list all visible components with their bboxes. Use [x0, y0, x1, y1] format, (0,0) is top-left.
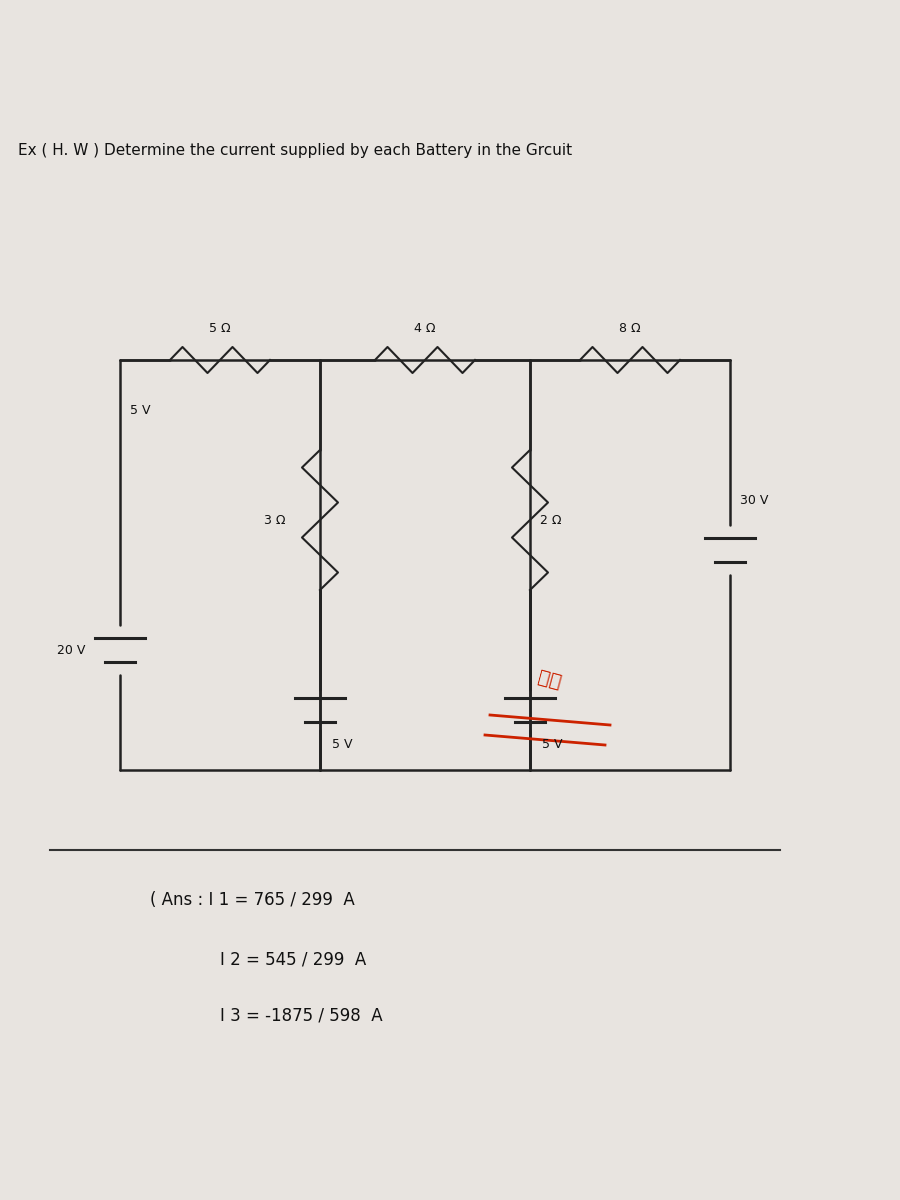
Text: I 3 = -1875 / 598  A: I 3 = -1875 / 598 A	[220, 1006, 382, 1024]
Text: Ex ( H. W ) Determine the current supplied by each Battery in the Grcuit: Ex ( H. W ) Determine the current suppli…	[18, 143, 572, 157]
Text: 2 Ω: 2 Ω	[540, 514, 562, 527]
Text: 20 V: 20 V	[57, 643, 85, 656]
Text: 8 Ω: 8 Ω	[619, 322, 641, 335]
Text: 4 Ω: 4 Ω	[414, 322, 436, 335]
Text: 5 V: 5 V	[332, 738, 353, 751]
Text: حل: حل	[536, 667, 563, 692]
Text: 3 Ω: 3 Ω	[264, 514, 285, 527]
Text: 5 Ω: 5 Ω	[209, 322, 230, 335]
Text: ( Ans : I 1 = 765 / 299  A: ( Ans : I 1 = 765 / 299 A	[150, 890, 355, 910]
Text: 5 V: 5 V	[130, 403, 150, 416]
Text: 30 V: 30 V	[740, 493, 769, 506]
Text: I 2 = 545 / 299  A: I 2 = 545 / 299 A	[220, 950, 366, 970]
Text: 5 V: 5 V	[542, 738, 562, 751]
